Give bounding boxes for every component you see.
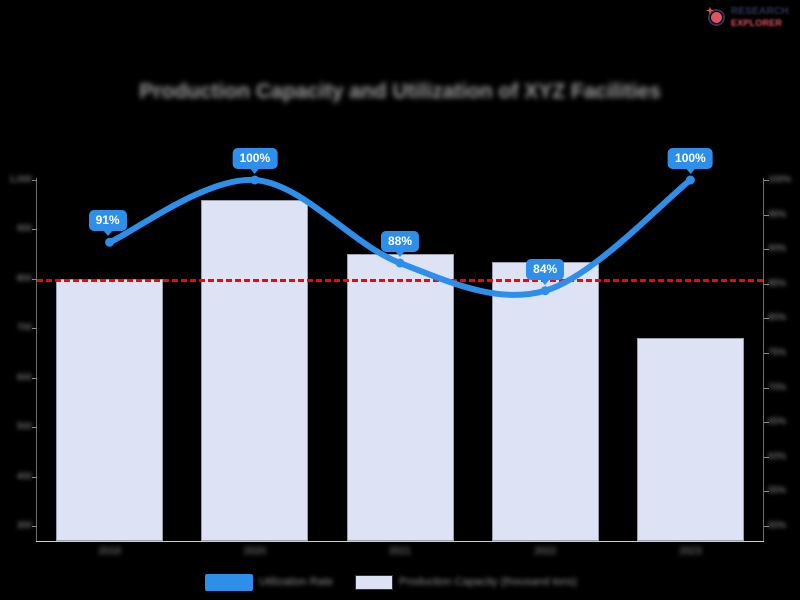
logo-circle-icon (706, 6, 728, 29)
legend-item-line[interactable]: Utilization Rate (205, 573, 333, 591)
y-axis-left (36, 178, 37, 542)
y-axis-right-tick (764, 387, 769, 389)
company-logo: RESEARCH EXPLORER (706, 4, 792, 31)
logo-line-2: EXPLORER (731, 18, 783, 28)
bar[interactable] (201, 199, 309, 541)
y-axis-right-tick (764, 422, 769, 424)
y-axis-left-tick (32, 526, 37, 527)
y-axis-right-tick-label: 80% (768, 312, 787, 323)
y-axis-left-tick (32, 427, 37, 429)
legend-label-bar: Production Capacity (thousand tons) (398, 576, 577, 588)
y-axis-right-tick (764, 456, 769, 458)
y-axis-right-tick-label: 65% (768, 416, 787, 427)
y-axis-left-tick-label: 700 (16, 322, 32, 333)
line-data-point[interactable] (250, 175, 260, 185)
y-axis-left-tick-label: 900 (16, 223, 32, 234)
y-axis-left-tick (32, 476, 37, 478)
chart-legend: Utilization Rate Production Capacity (th… (205, 570, 595, 594)
y-axis-right-tick-label: 90% (768, 243, 787, 254)
y-axis-right-tick-label: 50% (768, 520, 787, 530)
x-axis (36, 541, 764, 542)
y-axis-left-tick (32, 328, 37, 330)
y-axis-left-tick-label: 300 (16, 520, 32, 530)
y-axis-right-tick-label: 55% (768, 485, 787, 496)
y-axis-left-tick (32, 377, 37, 379)
y-axis-right-tick (764, 249, 769, 251)
bar[interactable] (636, 338, 744, 541)
data-label: 100% (232, 148, 278, 174)
y-axis-right-tick-label: 100% (768, 174, 792, 184)
y-axis-left-tick-label: 800 (16, 272, 32, 283)
bar[interactable] (346, 254, 454, 541)
x-axis-label: 2019 (98, 546, 121, 557)
legend-label-line: Utilization Rate (259, 576, 333, 588)
y-axis-left-tick (32, 180, 37, 181)
x-axis-label: 2023 (679, 546, 702, 557)
data-label: 91% (88, 210, 127, 237)
y-axis-right-tick (764, 318, 769, 320)
logo-line-1: RESEARCH (731, 6, 789, 17)
legend-swatch-line (205, 573, 253, 591)
y-axis-left-tick (32, 278, 37, 280)
line-data-point[interactable] (105, 237, 115, 247)
y-axis-right-tick (764, 180, 769, 181)
bar[interactable] (491, 261, 599, 541)
y-axis-right-tick (764, 526, 769, 527)
x-axis-label: 2021 (388, 546, 412, 557)
y-axis-left-tick-label: 600 (16, 371, 32, 382)
logo-wordmark: RESEARCH EXPLORER (731, 7, 789, 28)
x-axis-label: 2022 (534, 546, 557, 557)
line-data-point[interactable] (685, 175, 695, 185)
y-axis-right-tick (764, 214, 769, 216)
data-label: 88% (380, 231, 420, 258)
y-axis-right-tick-label: 95% (768, 208, 787, 219)
legend-swatch-bar (354, 574, 393, 590)
data-label: 100% (668, 148, 713, 174)
x-axis-label: 2020 (243, 546, 266, 557)
y-axis-left-tick (32, 229, 37, 231)
y-axis-left-tick-label: 1,000 (9, 174, 32, 184)
data-label: 84% (526, 258, 565, 285)
y-axis-left-tick-label: 400 (16, 470, 32, 481)
chart-title: Production Capacity and Utilization of X… (139, 80, 661, 103)
reference-line (37, 278, 763, 282)
y-axis-right-tick (764, 353, 769, 354)
y-axis-right (763, 178, 764, 542)
bar[interactable] (56, 278, 164, 541)
y-axis-right-tick-label: 75% (768, 347, 787, 357)
y-axis-right-tick (764, 491, 769, 493)
legend-item-bar[interactable]: Production Capacity (thousand tons) (354, 574, 577, 590)
y-axis-right-tick (764, 283, 769, 285)
y-axis-left-tick-label: 500 (16, 421, 32, 432)
y-axis-right-tick-label: 70% (768, 381, 787, 392)
y-axis-right-tick-label: 60% (768, 450, 787, 461)
y-axis-right-tick-label: 85% (768, 277, 787, 288)
